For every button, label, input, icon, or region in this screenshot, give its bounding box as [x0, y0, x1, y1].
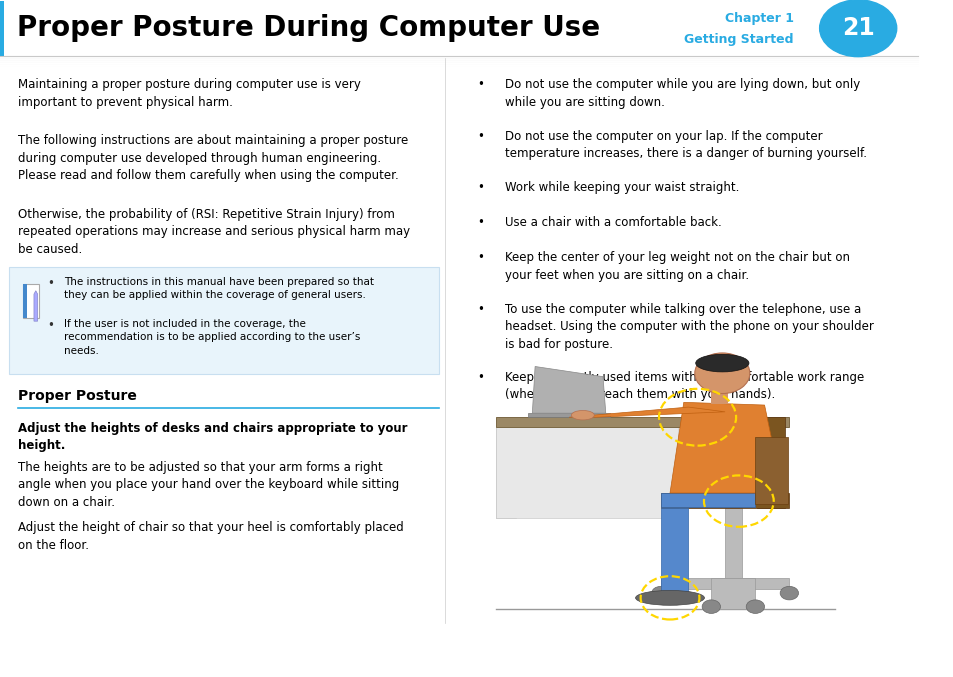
Text: The following instructions are about maintaining a proper posture
during compute: The following instructions are about mai…	[18, 135, 408, 183]
Ellipse shape	[571, 410, 594, 420]
FancyBboxPatch shape	[10, 267, 438, 374]
Polygon shape	[34, 290, 37, 321]
Bar	[660, 578, 788, 589]
Bar	[711, 385, 727, 403]
Text: •: •	[476, 79, 483, 91]
Bar	[527, 413, 610, 417]
Text: •: •	[48, 277, 54, 290]
Bar	[23, 284, 39, 318]
Ellipse shape	[695, 354, 748, 372]
Circle shape	[745, 600, 763, 613]
Text: Do not use the computer while you are lying down, but only
while you are sitting: Do not use the computer while you are ly…	[504, 79, 860, 109]
Polygon shape	[669, 402, 782, 493]
Text: Proper Posture During Computer Use: Proper Posture During Computer Use	[16, 14, 599, 42]
Text: Chapter 1: Chapter 1	[724, 12, 793, 25]
Text: •: •	[476, 130, 483, 143]
Bar	[755, 437, 786, 504]
Circle shape	[694, 353, 749, 393]
Bar	[496, 427, 677, 518]
Text: Otherwise, the probability of (RSI: Repetitive Strain Injury) from
repeated oper: Otherwise, the probability of (RSI: Repe…	[18, 208, 410, 255]
Text: Adjust the height of chair so that your heel is comfortably placed
on the floor.: Adjust the height of chair so that your …	[18, 521, 404, 552]
Polygon shape	[568, 407, 724, 417]
Text: Getting Started: Getting Started	[683, 33, 793, 46]
Polygon shape	[660, 493, 755, 506]
Text: •: •	[476, 217, 483, 230]
Bar	[724, 508, 740, 579]
Text: •: •	[476, 181, 483, 194]
Bar	[496, 427, 516, 518]
Bar	[0, 1, 917, 56]
Text: Maintaining a proper posture during computer use is very
important to prevent ph: Maintaining a proper posture during comp…	[18, 79, 361, 109]
Text: •: •	[476, 370, 483, 384]
Text: •: •	[48, 319, 54, 332]
Text: Proper Posture: Proper Posture	[18, 389, 137, 403]
Circle shape	[819, 0, 896, 57]
Text: Work while keeping your waist straight.: Work while keeping your waist straight.	[504, 181, 739, 194]
Ellipse shape	[635, 590, 703, 605]
Bar	[757, 416, 784, 508]
Polygon shape	[532, 366, 605, 413]
Text: •: •	[476, 303, 483, 316]
Circle shape	[780, 586, 798, 600]
Text: Keep the center of your leg weight not on the chair but on
your feet when you ar: Keep the center of your leg weight not o…	[504, 251, 849, 282]
Text: Keep frequently used items within a comfortable work range
(where you can reach : Keep frequently used items within a comf…	[504, 370, 863, 401]
Text: Do not use the computer on your lap. If the computer
temperature increases, ther: Do not use the computer on your lap. If …	[504, 130, 866, 160]
Text: The instructions in this manual have been prepared so that
they can be applied w: The instructions in this manual have bee…	[64, 277, 374, 301]
Text: Adjust the heights of desks and chairs appropriate to your
height.: Adjust the heights of desks and chairs a…	[18, 422, 408, 452]
Bar	[23, 284, 27, 318]
Bar	[711, 578, 755, 609]
Bar	[660, 493, 788, 508]
Bar	[0, 1, 4, 56]
Bar	[496, 417, 788, 427]
Text: •: •	[476, 251, 483, 265]
Circle shape	[701, 600, 720, 613]
Text: Use a chair with a comfortable back.: Use a chair with a comfortable back.	[504, 217, 720, 230]
Text: If the user is not included in the coverage, the
recommendation is to be applied: If the user is not included in the cover…	[64, 319, 360, 355]
Circle shape	[651, 586, 669, 600]
Text: To use the computer while talking over the telephone, use a
headset. Using the c: To use the computer while talking over t…	[504, 303, 873, 351]
Text: The heights are to be adjusted so that your arm forms a right
angle when you pla: The heights are to be adjusted so that y…	[18, 460, 399, 508]
Text: 21: 21	[841, 16, 874, 40]
Bar	[660, 508, 688, 596]
